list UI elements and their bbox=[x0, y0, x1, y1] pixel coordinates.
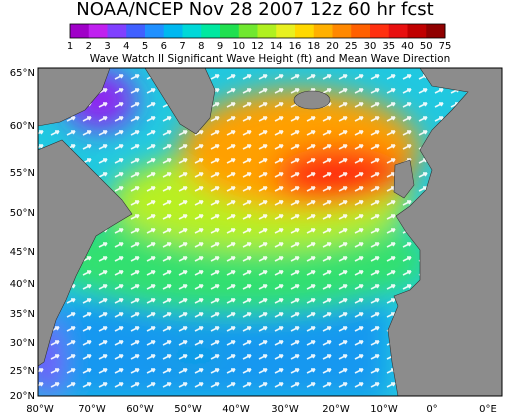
lat-label: 30°N bbox=[10, 338, 35, 349]
colorbar-swatch bbox=[426, 24, 446, 38]
land bbox=[38, 68, 502, 396]
colorbar-label: 4 bbox=[123, 41, 129, 52]
colorbar-swatch bbox=[182, 24, 202, 38]
lat-label: 55°N bbox=[10, 168, 35, 179]
colorbar-swatch bbox=[351, 24, 371, 38]
colorbar-label: 2 bbox=[86, 41, 92, 52]
colorbar-swatch bbox=[313, 24, 333, 38]
colorbar-label: 12 bbox=[251, 41, 264, 52]
lon-label: 20°W bbox=[322, 404, 350, 415]
colorbar-label: 16 bbox=[289, 41, 302, 52]
colorbar-swatch bbox=[145, 24, 165, 38]
colorbar-label: 10 bbox=[232, 41, 245, 52]
colorbar-label: 35 bbox=[382, 41, 395, 52]
colorbar-label: 6 bbox=[161, 41, 167, 52]
map bbox=[38, 68, 502, 396]
colorbar-swatch bbox=[126, 24, 146, 38]
colorbar-swatch bbox=[220, 24, 240, 38]
lon-label: 10°W bbox=[370, 404, 398, 415]
colorbar-label: 40 bbox=[401, 41, 414, 52]
colorbar-swatch bbox=[370, 24, 390, 38]
colorbar-swatch bbox=[107, 24, 127, 38]
lat-label: 65°N bbox=[10, 68, 35, 79]
lon-label: 40°W bbox=[222, 404, 250, 415]
lon-label: 70°W bbox=[78, 404, 106, 415]
lon-label: 60°W bbox=[126, 404, 154, 415]
colorbar-label: 18 bbox=[307, 41, 320, 52]
colorbar-swatch bbox=[257, 24, 277, 38]
colorbar-label: 20 bbox=[326, 41, 339, 52]
lon-label: 0°E bbox=[479, 404, 497, 415]
lat-label: 35°N bbox=[10, 309, 35, 320]
lat-label: 50°N bbox=[10, 208, 35, 219]
lat-axis: 65°N 60°N 55°N 50°N 45°N 40°N 35°N 30°N 25°N 20°N bbox=[10, 68, 35, 402]
colorbar-label: 1 bbox=[67, 41, 73, 52]
colorbar-label: 75 bbox=[439, 41, 452, 52]
colorbar-swatch bbox=[163, 24, 183, 38]
colorbar-swatch bbox=[276, 24, 296, 38]
lon-label: 30°W bbox=[271, 404, 299, 415]
colorbar-label: 3 bbox=[104, 41, 110, 52]
lat-label: 45°N bbox=[10, 247, 35, 258]
colorbar-swatch bbox=[332, 24, 352, 38]
colorbar: 1 2 3 4 5 6 7 8 9 10 12 14 16 18 20 25 30 35 40 50 75 bbox=[67, 23, 452, 52]
lon-label: 50°W bbox=[174, 404, 202, 415]
lon-axis: 80°W 70°W 60°W 50°W 40°W 30°W 20°W 10°W 0° 0°E bbox=[26, 404, 497, 415]
colorbar-swatch bbox=[201, 24, 221, 38]
colorbar-swatch bbox=[388, 24, 408, 38]
lat-label: 20°N bbox=[10, 391, 35, 402]
lon-label: 0° bbox=[426, 404, 437, 415]
colorbar-swatch bbox=[88, 24, 108, 38]
colorbar-label: 9 bbox=[217, 41, 223, 52]
colorbar-label: 8 bbox=[198, 41, 204, 52]
colorbar-label: 5 bbox=[142, 41, 148, 52]
subtitle: Wave Watch II Significant Wave Height (f… bbox=[90, 53, 450, 65]
colorbar-swatch bbox=[407, 24, 427, 38]
lat-label: 60°N bbox=[10, 121, 35, 132]
colorbar-label: 30 bbox=[364, 41, 377, 52]
lon-label: 80°W bbox=[26, 404, 54, 415]
colorbar-swatch bbox=[70, 24, 90, 38]
lat-label: 25°N bbox=[10, 366, 35, 377]
title: NOAA/NCEP Nov 28 2007 12z 60 hr fcst bbox=[76, 0, 433, 20]
colorbar-frame bbox=[69, 23, 446, 39]
colorbar-label: 7 bbox=[179, 41, 185, 52]
colorbar-label: 25 bbox=[345, 41, 358, 52]
lat-label: 40°N bbox=[10, 279, 35, 290]
colorbar-label: 14 bbox=[270, 41, 283, 52]
colorbar-swatch bbox=[238, 24, 258, 38]
colorbar-label: 50 bbox=[420, 41, 433, 52]
colorbar-swatch bbox=[295, 24, 315, 38]
map-frame bbox=[37, 67, 503, 397]
